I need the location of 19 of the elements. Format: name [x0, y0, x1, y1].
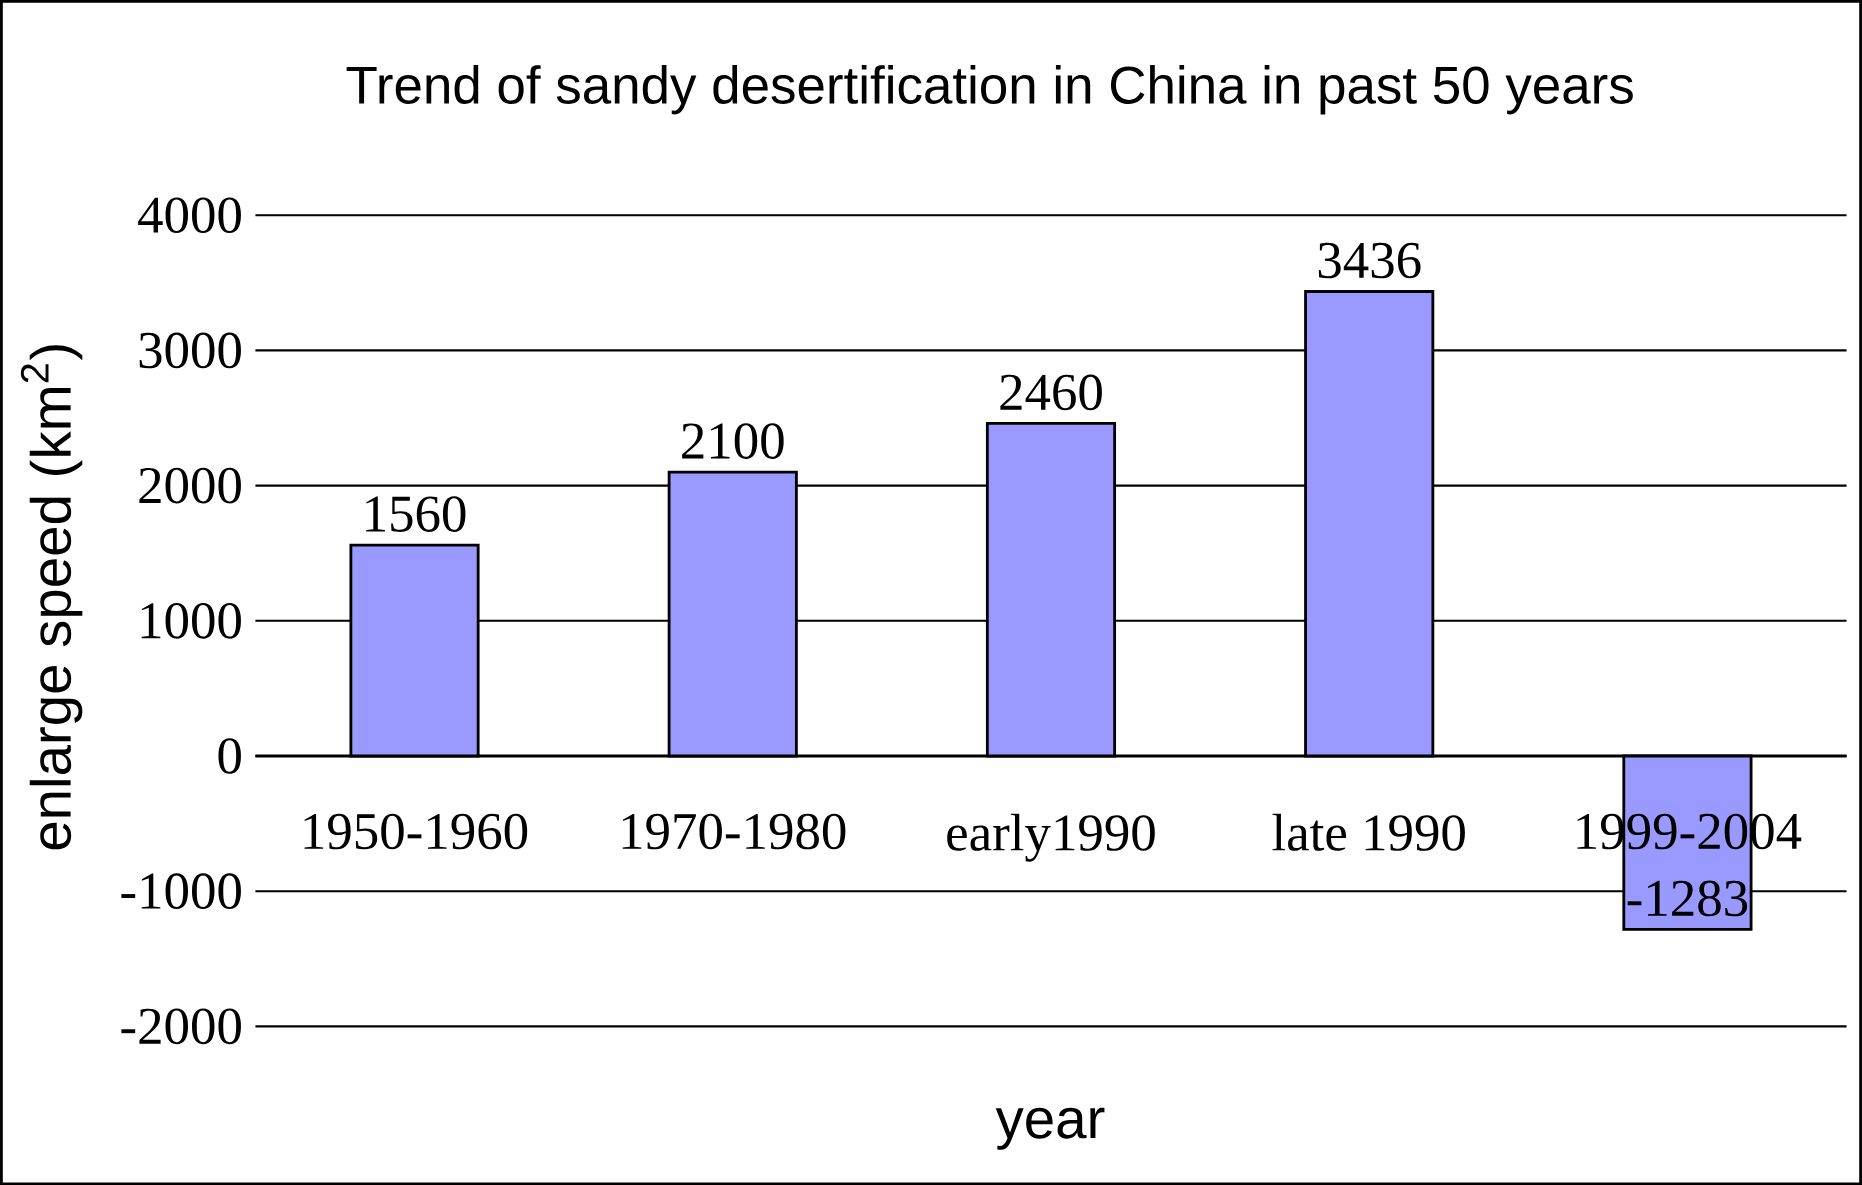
x-tick-label: late 1990 [1272, 813, 1465, 851]
y-tick-label: 3000 [139, 332, 241, 369]
data-label: 1560 [366, 496, 466, 532]
x-axis-title: year [995, 1107, 1105, 1150]
y-tick-label: 4000 [138, 197, 241, 233]
x-tick-label: 1950-1960 [304, 813, 528, 850]
data-label: 2100 [682, 423, 784, 459]
data-label: 3436 [1318, 242, 1421, 279]
data-label: -1283 [1627, 880, 1748, 917]
x-tick-label: early1990 [947, 813, 1155, 862]
y-tick-label: 0 [218, 737, 241, 774]
data-label: 2460 [1000, 374, 1102, 411]
chart-title: Trend of sandy desertification in China in past 50 years [346, 64, 1633, 115]
x-tick-label: 1970-1980 [622, 813, 846, 850]
y-tick-label: -2000 [121, 1008, 241, 1045]
y-tick-label: 1000 [141, 602, 241, 639]
y-axis-title: enlarge speed (km$^{2}$) [20, 345, 83, 850]
y-tick-label: -1000 [121, 873, 241, 909]
y-tick-label: 2000 [139, 467, 241, 504]
